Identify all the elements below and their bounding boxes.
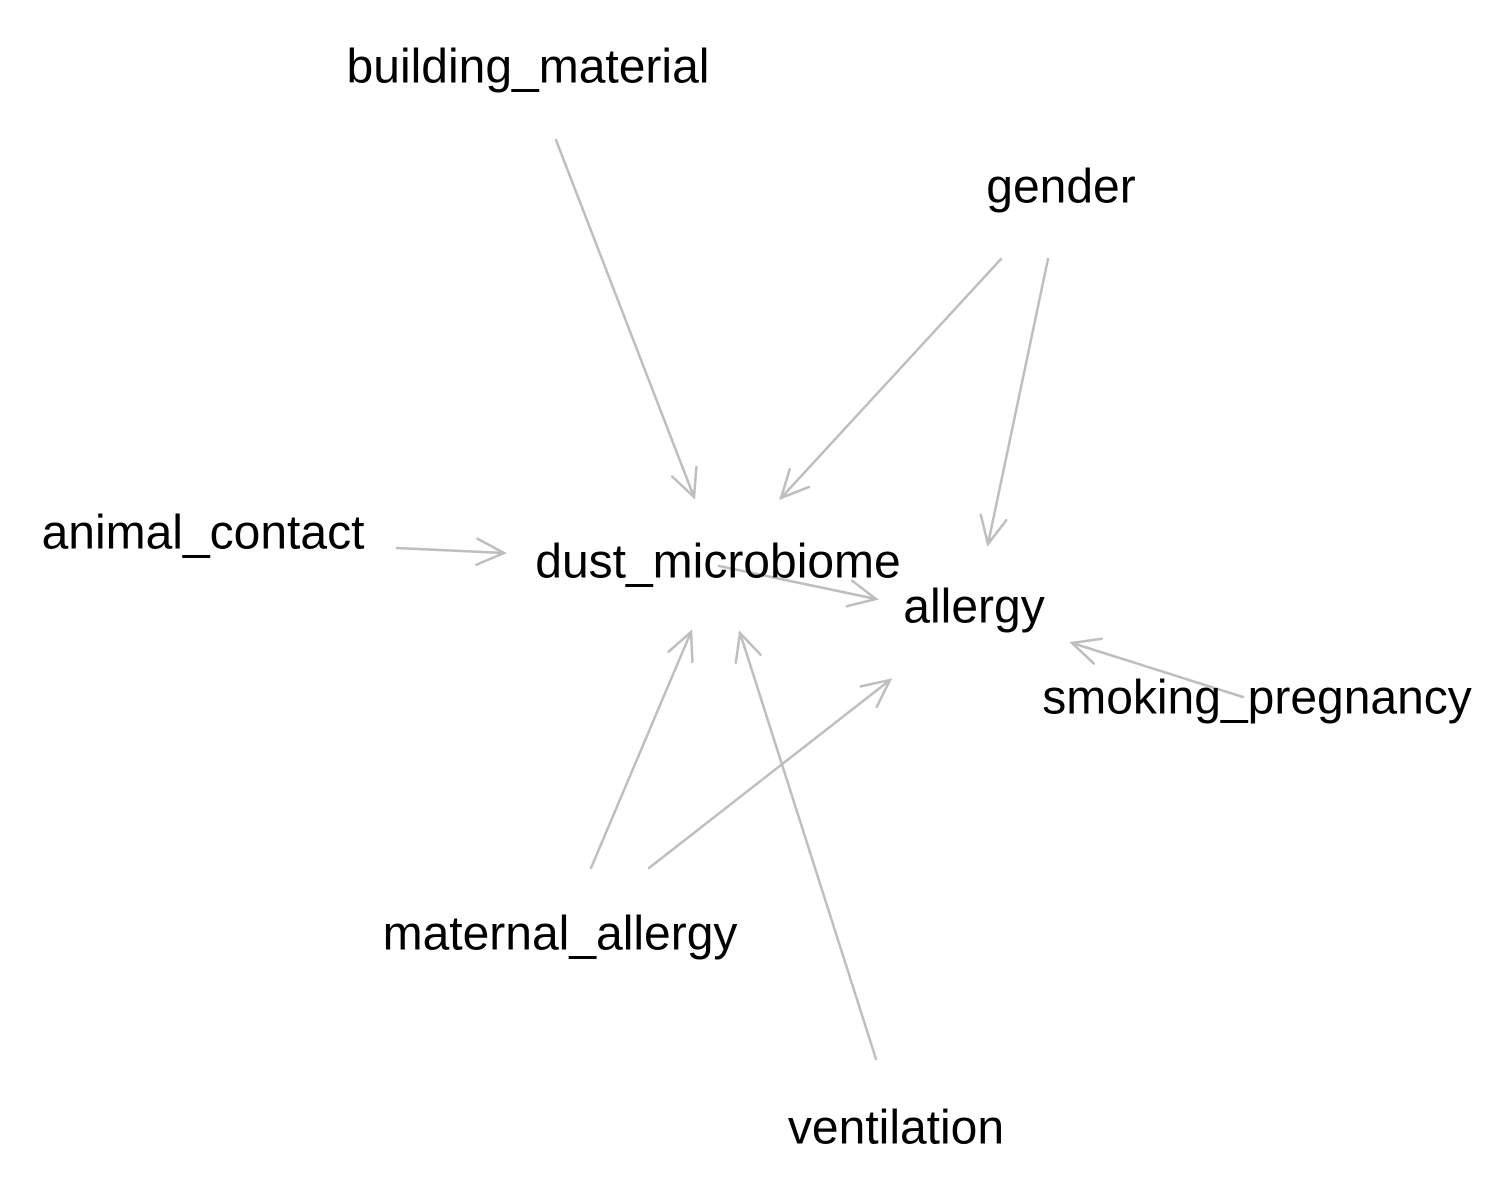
- edge-maternal-allergy-to-allergy: [647, 678, 893, 870]
- node-smoking-pregnancy: smoking_pregnancy: [1042, 672, 1472, 725]
- arrowhead-icon: [979, 513, 1008, 547]
- edges-layer: [395, 138, 1245, 1061]
- edge-line: [986, 257, 1050, 546]
- edge-gender-to-allergy: [979, 257, 1050, 547]
- node-building-material: building_material: [347, 41, 710, 94]
- arrowhead-icon: [667, 629, 694, 664]
- nodes-layer: building_material gender animal_contact …: [42, 41, 1472, 1155]
- edge-smoking-pregnancy-to-allergy: [1069, 637, 1245, 699]
- edge-line: [395, 546, 506, 555]
- edge-building-material-to-dust-microbiome: [554, 138, 698, 500]
- arrowhead-icon: [859, 678, 893, 709]
- edge-line: [589, 630, 693, 870]
- node-dust-microbiome: dust_microbiome: [535, 536, 900, 589]
- edge-line: [738, 631, 878, 1061]
- node-animal-contact: animal_contact: [42, 507, 365, 560]
- arrowhead-icon: [670, 465, 698, 500]
- edge-dust-microbiome-to-allergy: [717, 564, 879, 608]
- node-ventilation: ventilation: [788, 1102, 1004, 1155]
- node-maternal-allergy: maternal_allergy: [383, 908, 738, 961]
- arrowhead-icon: [475, 537, 507, 566]
- arrowhead-icon: [779, 468, 811, 501]
- edge-line: [647, 678, 892, 870]
- arrowhead-icon: [1069, 637, 1103, 665]
- edge-line: [554, 138, 696, 499]
- arrowhead-icon: [734, 630, 762, 664]
- edge-ventilation-to-dust-microbiome: [734, 630, 878, 1061]
- arrowhead-icon: [845, 579, 879, 608]
- edge-line: [779, 257, 1003, 500]
- node-allergy: allergy: [903, 581, 1044, 634]
- edge-line: [717, 564, 878, 601]
- edge-maternal-allergy-to-dust-microbiome: [589, 629, 694, 870]
- edge-gender-to-dust-microbiome: [779, 257, 1003, 501]
- edge-line: [1070, 641, 1245, 699]
- node-gender: gender: [986, 161, 1135, 214]
- edge-animal-contact-to-dust-microbiome: [395, 537, 507, 566]
